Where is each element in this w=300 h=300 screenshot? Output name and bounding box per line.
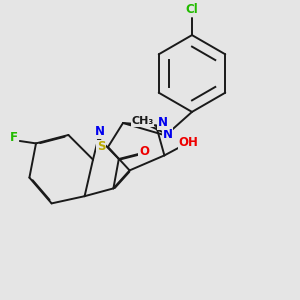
Text: S: S — [97, 140, 106, 154]
Text: Cl: Cl — [186, 3, 198, 16]
Text: N: N — [162, 128, 172, 141]
Text: O: O — [139, 145, 149, 158]
Text: CH₃: CH₃ — [131, 116, 154, 126]
Text: N: N — [158, 116, 168, 130]
Text: F: F — [10, 131, 18, 144]
Text: N: N — [95, 125, 105, 138]
Text: OH: OH — [178, 136, 198, 149]
